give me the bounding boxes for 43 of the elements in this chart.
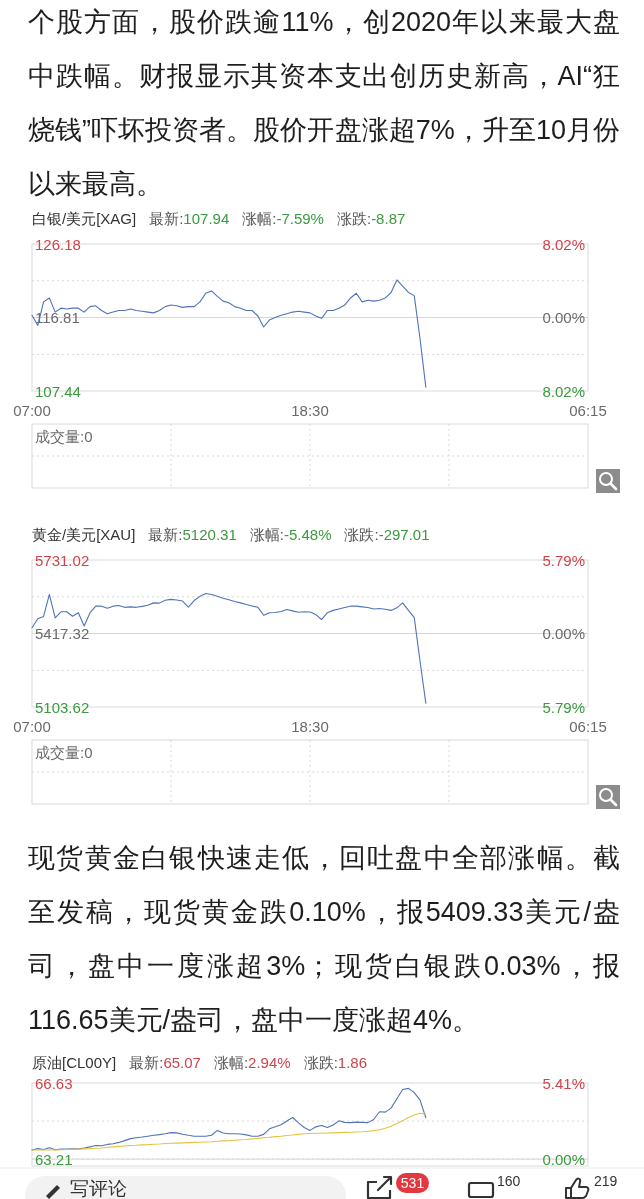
y-tick-label: 107.44 (35, 382, 81, 400)
text: 涨幅:2.94% (213, 1053, 291, 1071)
y2-tick-label: 0.00% (542, 625, 585, 642)
x-tick-label: 07:00 (13, 401, 51, 419)
text: 最新:65.07 (129, 1053, 201, 1071)
text: 写评论 (70, 1177, 127, 1199)
x-tick-label: 06:15 (569, 717, 607, 735)
line-series (31, 1112, 427, 1151)
text: 成交量:0 (35, 427, 93, 445)
text: 160 (497, 1173, 521, 1189)
y2-tick-label: 0.00% (542, 309, 585, 326)
x-tick-label: 06:15 (569, 401, 607, 419)
y-tick-label: 63.21 (35, 1150, 73, 1168)
text: 涨跌:-8.87 (336, 209, 406, 227)
text: 219 (594, 1173, 618, 1189)
text: 涨幅:-7.59% (242, 209, 324, 227)
text: 成交量:0 (35, 743, 93, 761)
line-series (31, 279, 427, 388)
text: 现货黄金白银快速走低，回吐盘中全部涨幅。截至发稿，现货黄金跌0.10%，报5409.33美元/盎司，盘中一度涨超3%；现货白银跌0.03%，报116.65美元/盎司，盘中一度涨超4%。 (28, 842, 620, 1037)
y2-tick-label: 0.00% (542, 1150, 585, 1168)
text: 涨跌:-297.01 (344, 525, 430, 543)
y-tick-label: 126.18 (35, 235, 81, 253)
y2-tick-label: 5.79% (542, 698, 585, 716)
text: 涨幅:-5.48% (249, 525, 332, 543)
chart-title: 原油[CL00Y] (32, 1053, 117, 1071)
chart-title: 白银/美元[XAG] (32, 209, 137, 227)
x-tick-label: 18:30 (291, 717, 329, 735)
y-tick-label: 5417.32 (35, 625, 90, 642)
y-tick-label: 5103.62 (35, 698, 90, 716)
chart-title: 黄金/美元[XAU] (32, 525, 136, 543)
y2-tick-label: 5.41% (542, 1074, 585, 1092)
text: 最新:5120.31 (148, 525, 237, 543)
line-series (31, 592, 427, 704)
y2-tick-label: 8.02% (542, 382, 585, 400)
text: 最新:107.94 (149, 209, 230, 227)
y2-tick-label: 8.02% (542, 235, 585, 253)
x-tick-label: 18:30 (291, 401, 329, 419)
x-tick-label: 07:00 (13, 717, 51, 735)
text: 涨跌:1.86 (303, 1053, 368, 1071)
y-tick-label: 66.63 (35, 1074, 73, 1092)
y2-tick-label: 5.79% (542, 551, 585, 569)
text: 个股方面，股价跌逾11%，创2020年以来最大盘中跌幅。财报显示其资本支出创历史新高，AI“狂烧钱”吓坏投资者。股价开盘涨超7%，升至10月份以来最高。 (28, 6, 620, 201)
y-tick-label: 5731.02 (35, 551, 90, 569)
